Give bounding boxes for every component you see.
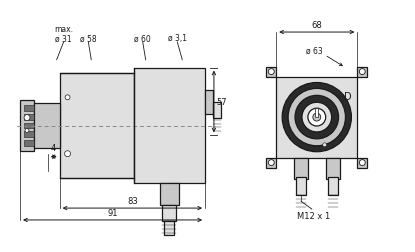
Circle shape	[308, 109, 326, 127]
Text: ø 60: ø 60	[134, 34, 151, 43]
Circle shape	[302, 103, 332, 132]
Circle shape	[313, 114, 321, 121]
Bar	[296, 178, 306, 196]
Circle shape	[295, 96, 339, 139]
Circle shape	[288, 89, 345, 146]
Text: 4: 4	[51, 143, 56, 152]
Text: ø 31: ø 31	[55, 34, 72, 43]
Circle shape	[24, 115, 30, 121]
Bar	[164, 221, 174, 235]
Circle shape	[269, 160, 274, 166]
Circle shape	[25, 129, 29, 133]
Bar	[357, 67, 367, 77]
Bar	[60, 73, 134, 179]
Bar	[24, 105, 34, 111]
Text: max.: max.	[54, 24, 73, 34]
Bar	[24, 114, 34, 120]
Text: 83: 83	[127, 196, 138, 205]
Bar	[326, 158, 339, 180]
Bar	[357, 158, 367, 168]
Bar	[205, 90, 213, 114]
Text: ø 58: ø 58	[80, 34, 97, 43]
Circle shape	[65, 96, 70, 100]
Circle shape	[323, 143, 327, 147]
Circle shape	[359, 69, 365, 75]
Bar	[34, 103, 60, 149]
Circle shape	[359, 160, 365, 166]
Circle shape	[65, 151, 71, 157]
Bar	[266, 158, 276, 168]
Bar	[328, 178, 337, 196]
Text: D: D	[344, 92, 351, 102]
Bar	[294, 158, 308, 180]
Bar	[24, 141, 34, 147]
Text: 57: 57	[216, 98, 227, 107]
Bar	[20, 100, 34, 152]
Bar	[159, 184, 179, 205]
Bar	[134, 68, 205, 184]
Text: M12 x 1: M12 x 1	[297, 211, 330, 220]
Bar	[24, 123, 34, 129]
Bar	[315, 109, 318, 118]
Bar	[266, 67, 276, 77]
Text: ø 63: ø 63	[306, 46, 323, 55]
Bar	[213, 102, 221, 118]
Bar	[163, 205, 176, 221]
Bar	[24, 132, 34, 138]
Circle shape	[269, 69, 274, 75]
Text: 68: 68	[311, 21, 322, 30]
Circle shape	[282, 83, 352, 152]
Text: ø 3,1: ø 3,1	[168, 34, 187, 43]
Bar	[276, 77, 357, 158]
Text: 91: 91	[107, 208, 118, 217]
